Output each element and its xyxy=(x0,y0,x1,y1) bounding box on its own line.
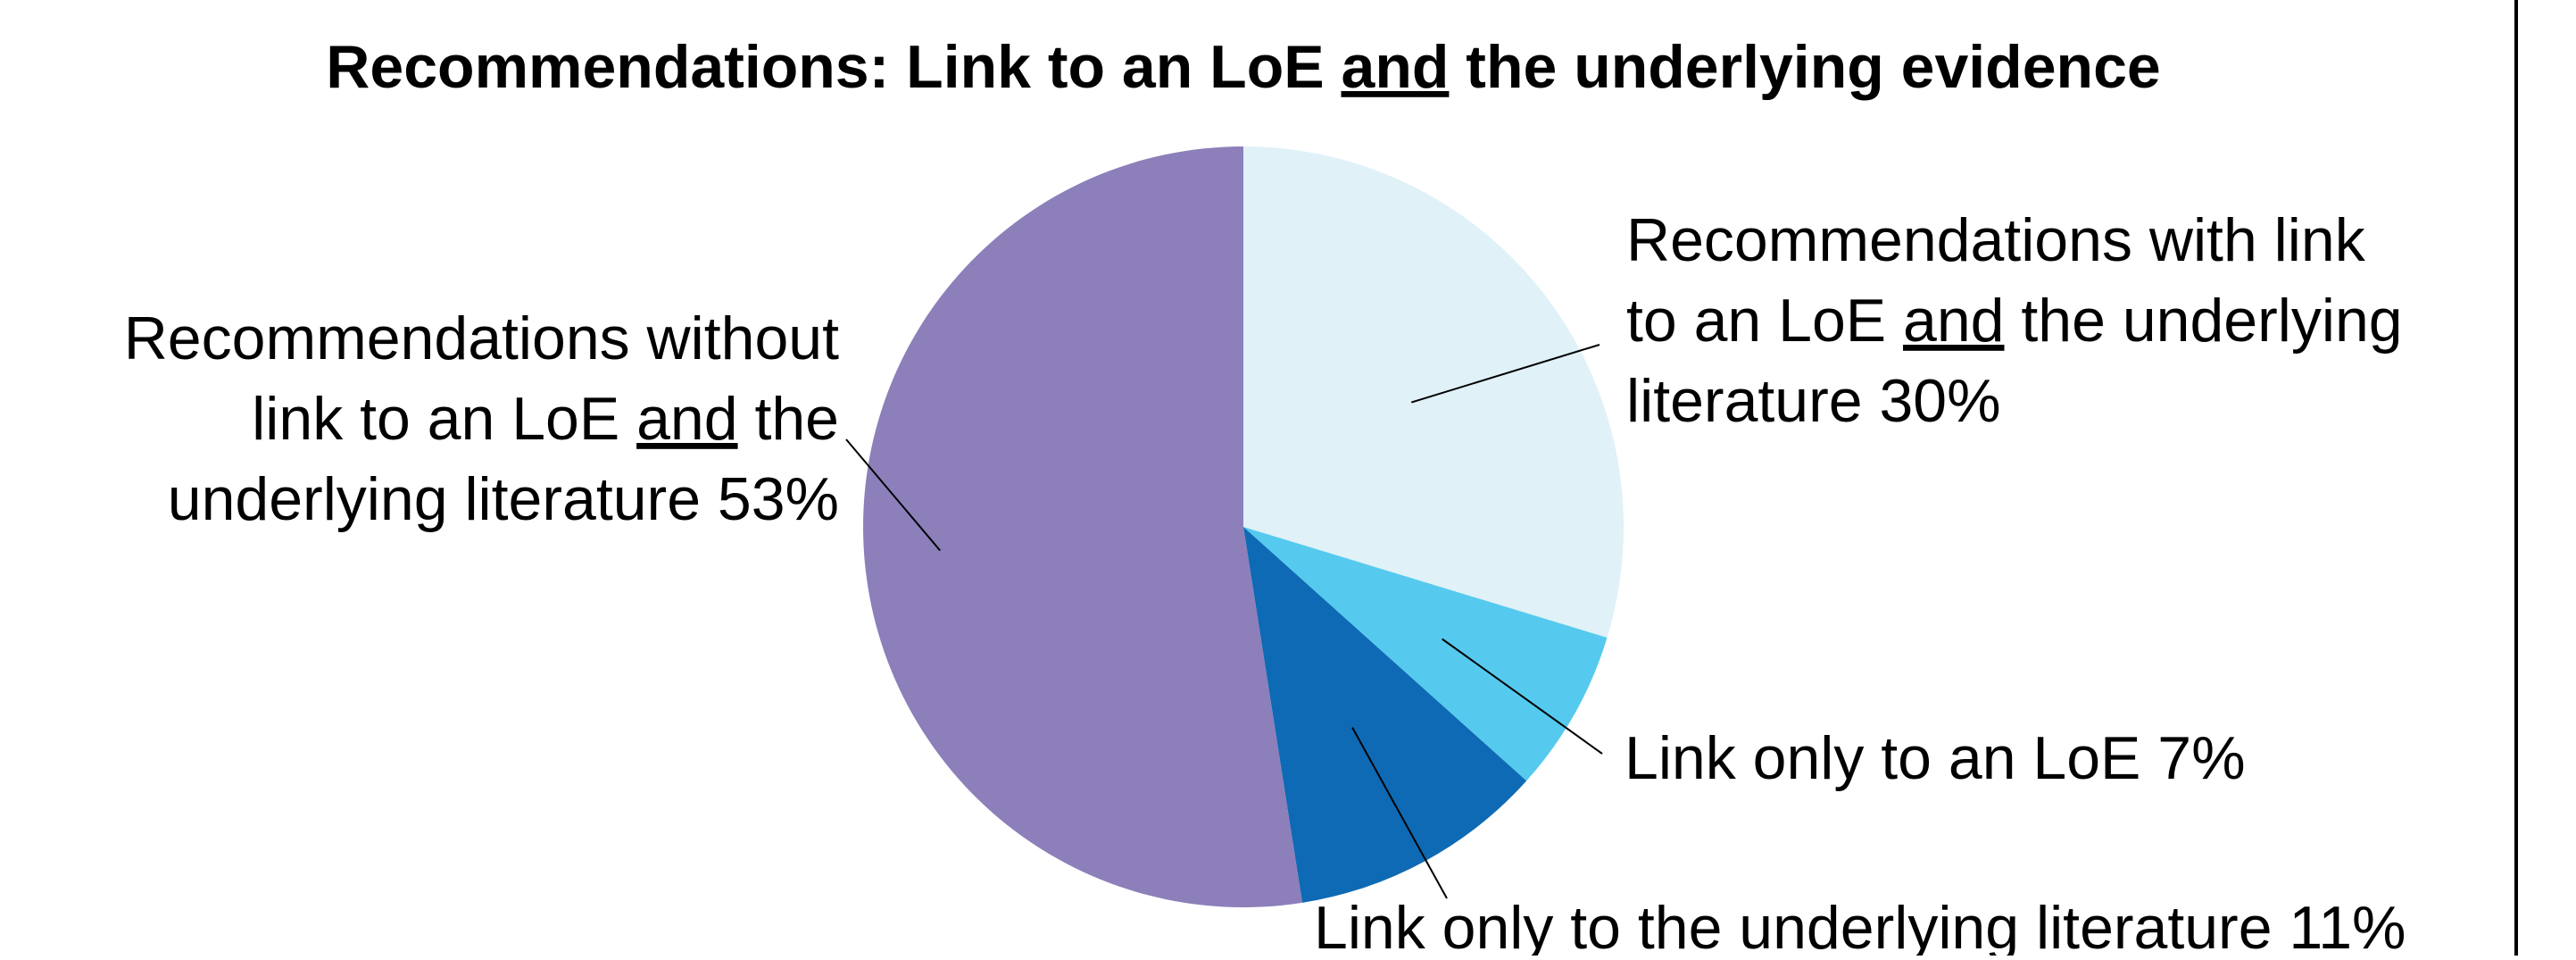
chart-title: Recommendations: Link to an LoE and the … xyxy=(326,33,2160,101)
pie-slice-1 xyxy=(1243,146,1625,639)
slice-label-2: Link only to an LoE 7% xyxy=(1625,724,2246,792)
leader-line-4 xyxy=(845,438,941,552)
leader-line-3 xyxy=(1351,727,1448,899)
leader-lines xyxy=(845,344,1603,899)
pie-slice-2 xyxy=(1243,527,1608,781)
leader-line-1 xyxy=(1410,344,1600,404)
pie-slice-4 xyxy=(863,146,1302,907)
frame-border-right xyxy=(2514,0,2518,956)
slice-labels: Recommendations with link to an LoE and t… xyxy=(124,206,2406,960)
slice-label-3: Link only to the underlying literature 1… xyxy=(1314,894,2406,956)
slice-label-1: Recommendations with link to an LoE and t… xyxy=(1626,206,2403,435)
pie-slice-3 xyxy=(1243,527,1527,903)
chart-title-text: Recommendations: Link to an LoE and the … xyxy=(326,33,2160,101)
pie-slices xyxy=(863,146,1625,907)
leader-line-2 xyxy=(1442,638,1603,755)
slice-label-4: Recommendations without link to an LoE an… xyxy=(124,305,839,533)
